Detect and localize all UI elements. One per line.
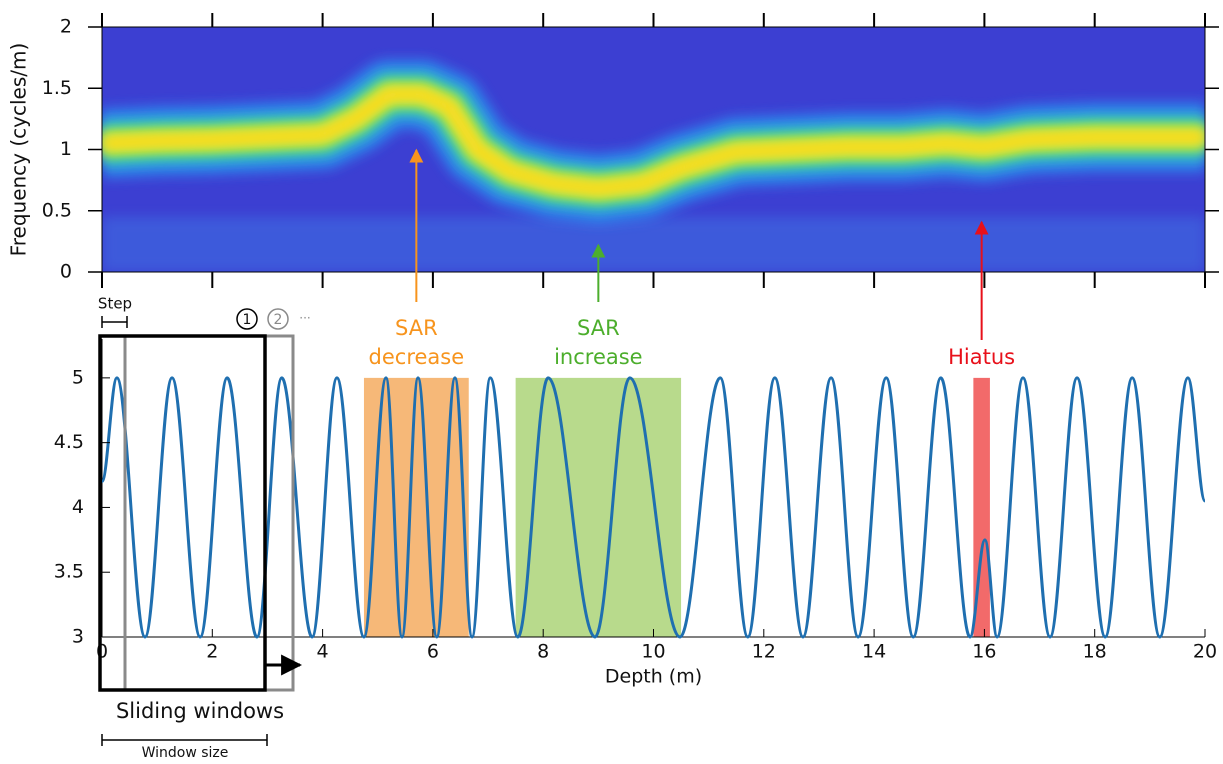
annotation-label: SAR	[395, 316, 438, 340]
annotation-label: decrease	[369, 345, 465, 369]
y-tick-label: 2	[60, 16, 72, 38]
annotation-label: Hiatus	[948, 345, 1015, 369]
y-tick-label: 3	[72, 626, 84, 648]
y-tick-label: 5	[72, 366, 84, 388]
heatmap-lowband	[102, 216, 1205, 272]
window-2-badge	[267, 308, 289, 330]
window-1	[98, 334, 267, 692]
y-tick-label: 3.5	[54, 561, 84, 583]
signal-line	[100, 376, 1207, 639]
x-tick-label: 14	[862, 641, 886, 663]
x-tick-label: 0	[96, 641, 108, 663]
highlight	[973, 377, 990, 637]
ridge	[102, 90, 1205, 193]
annotation-label: SAR	[577, 316, 620, 340]
x-tick-label: 10	[641, 641, 665, 663]
window-1-number: 1	[243, 312, 252, 328]
step-bracket	[101, 316, 128, 328]
window-size-bracket	[101, 734, 268, 746]
x-tick-label: 16	[972, 641, 996, 663]
window-1-badge	[236, 308, 258, 330]
x-tick-label: 4	[317, 641, 329, 663]
x-axis-label: Depth (m)	[605, 666, 702, 688]
spectrogram-panel: 0 0.5 1 1.5 2 Frequency (cycles/m)	[7, 13, 1219, 288]
sliding-windows: Step 1 2 ... Sliding windows Window size	[98, 295, 311, 762]
y-tick-label: 0	[60, 261, 72, 283]
signal-panel: 0 2 4 6 8 10 12 14 16 18 20 3 3.5 4 4.5 5 Depth (m)	[54, 339, 1217, 688]
y-tick-label: 1	[60, 138, 72, 160]
x-tick-label: 12	[752, 641, 776, 663]
y-tick-label: 1.5	[42, 77, 72, 99]
window-2-number: 2	[274, 312, 283, 328]
x-tick-label: 2	[206, 641, 218, 663]
y-axis-label: Frequency (cycles/m)	[7, 43, 31, 257]
sliding-windows-label: Sliding windows	[116, 699, 284, 723]
y-tick-label: 4	[72, 496, 84, 518]
more-windows: ...	[299, 308, 310, 322]
y-tick-label: 0.5	[42, 199, 72, 221]
heatmap-field	[102, 59, 1205, 272]
y-tick-label: 4.5	[54, 431, 84, 453]
x-tick-label: 20	[1193, 641, 1217, 663]
window-size-label: Window size	[142, 745, 229, 760]
annotation-label: increase	[554, 345, 643, 369]
x-tick-label: 6	[427, 641, 439, 663]
x-tick-label: 18	[1083, 641, 1107, 663]
step-label: Step	[98, 295, 132, 313]
x-tick-label: 8	[537, 641, 549, 663]
